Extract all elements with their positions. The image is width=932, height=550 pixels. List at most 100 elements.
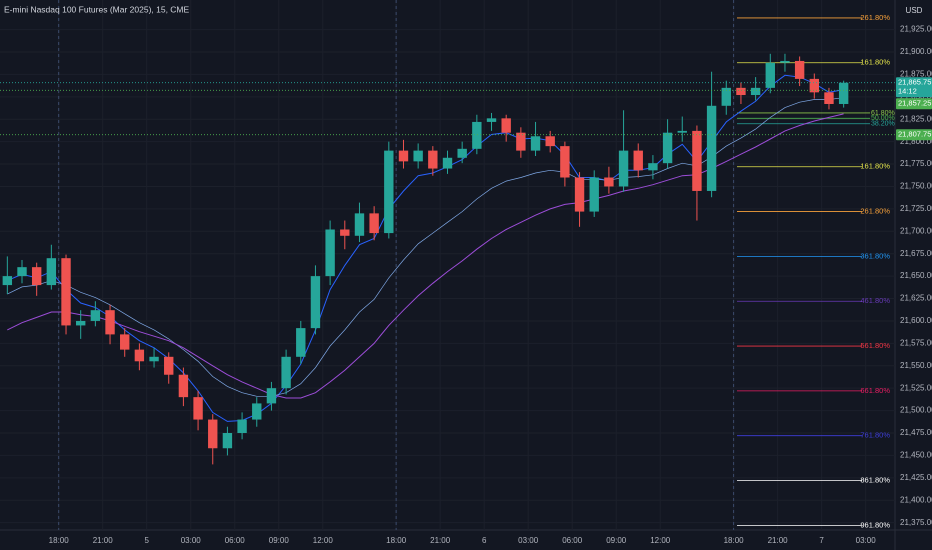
candle-body bbox=[589, 177, 599, 212]
candle-body bbox=[90, 310, 101, 321]
candle-body bbox=[31, 267, 42, 286]
x-tick-label: 21:00 bbox=[768, 536, 789, 545]
y-tick-label: 21,925.00 bbox=[900, 25, 932, 34]
candle-body bbox=[662, 132, 673, 164]
grid bbox=[58, 0, 735, 530]
fib-label: 161.80% bbox=[860, 162, 890, 171]
candle-body bbox=[354, 213, 365, 236]
x-tick-label: 03:00 bbox=[856, 536, 877, 545]
candle-body bbox=[120, 334, 130, 350]
moving-average bbox=[7, 97, 844, 397]
candle-body bbox=[838, 82, 849, 104]
candle-body bbox=[604, 177, 614, 187]
candle-body bbox=[501, 118, 511, 133]
fib-label: 561.80% bbox=[860, 341, 890, 350]
y-tick-label: 21,575.00 bbox=[900, 338, 932, 347]
moving-average bbox=[7, 113, 844, 399]
candle-body bbox=[61, 258, 71, 326]
y-tick-label: 21,750.00 bbox=[900, 182, 932, 191]
candle-body bbox=[2, 276, 13, 286]
candle-body bbox=[457, 148, 467, 158]
y-tick-label: 21,475.00 bbox=[900, 428, 932, 437]
y-tick-label: 21,425.00 bbox=[900, 473, 932, 482]
candle-body bbox=[281, 356, 291, 389]
fib-label: 261.80% bbox=[860, 207, 890, 216]
y-tick-label: 21,600.00 bbox=[900, 316, 932, 325]
candle-body bbox=[413, 150, 423, 162]
candle-body bbox=[193, 397, 203, 420]
y-tick-label: 21,725.00 bbox=[900, 204, 932, 213]
x-tick-label: 12:00 bbox=[313, 536, 334, 545]
x-tick-label: 18:00 bbox=[724, 536, 745, 545]
candle-body bbox=[633, 150, 643, 171]
candle-body bbox=[369, 213, 379, 234]
y-tick-label: 21,650.00 bbox=[900, 271, 932, 280]
candle-body bbox=[222, 433, 233, 449]
candle-body bbox=[618, 150, 629, 187]
candle-body bbox=[384, 150, 394, 234]
y-tick-label: 21,375.00 bbox=[900, 518, 932, 527]
price-tag bbox=[896, 129, 932, 141]
candle-body bbox=[428, 150, 438, 169]
candle-body bbox=[677, 130, 687, 133]
x-tick-label: 7 bbox=[819, 536, 824, 545]
candle-body bbox=[648, 163, 658, 171]
y-tick-label: 21,500.00 bbox=[900, 406, 932, 415]
fib-label: 961.80% bbox=[860, 520, 890, 529]
candle-body bbox=[296, 328, 306, 357]
candle-body bbox=[149, 356, 159, 362]
candle-body bbox=[721, 87, 731, 106]
y-tick-label: 21,675.00 bbox=[900, 249, 932, 258]
candle-body bbox=[574, 177, 585, 212]
candle-body bbox=[780, 60, 790, 63]
candle-body bbox=[530, 136, 541, 151]
fib-label: 161.80% bbox=[860, 58, 890, 67]
price-tag bbox=[896, 77, 932, 98]
fib-label: 38.20% bbox=[871, 121, 895, 128]
y-tick-label: 21,875.00 bbox=[900, 70, 932, 79]
y-tick-label: 21,450.00 bbox=[900, 451, 932, 460]
candle-body bbox=[765, 62, 775, 88]
y-tick-label: 21,400.00 bbox=[900, 495, 932, 504]
fib-label: 761.80% bbox=[860, 431, 890, 440]
candle-body bbox=[340, 229, 350, 236]
candle-body bbox=[237, 419, 247, 434]
fib-label: 861.80% bbox=[860, 476, 890, 485]
candle-body bbox=[736, 87, 746, 96]
candle-body bbox=[134, 349, 145, 362]
y-tick-label: 21,550.00 bbox=[900, 361, 932, 370]
candle-body bbox=[398, 150, 409, 162]
candle-body bbox=[472, 121, 482, 149]
x-tick-label: 18:00 bbox=[49, 536, 70, 545]
x-tick-label: 06:00 bbox=[562, 536, 583, 545]
candle-body bbox=[76, 320, 86, 326]
x-tick-label: 03:00 bbox=[181, 536, 202, 545]
candle-body bbox=[706, 105, 717, 191]
candle-body bbox=[266, 388, 277, 404]
y-tick-label: 21,525.00 bbox=[900, 383, 932, 392]
candle-body bbox=[208, 419, 218, 449]
price-tag-label: 21,857.25 bbox=[898, 99, 931, 108]
x-tick-label: 18:00 bbox=[386, 536, 407, 545]
x-tick-label: 6 bbox=[482, 536, 487, 545]
axes: 21,375.00 21,400.00 21,425.00 21,450.00 21,4… bbox=[49, 25, 932, 545]
fib-label: 361.80% bbox=[860, 251, 890, 260]
x-tick-label: 06:00 bbox=[225, 536, 246, 545]
price-tag bbox=[896, 98, 932, 110]
x-tick-label: 5 bbox=[144, 536, 149, 545]
candle-body bbox=[516, 132, 526, 151]
candle-body bbox=[692, 130, 702, 191]
x-tick-label: 21:00 bbox=[93, 536, 114, 545]
y-tick-label: 21,900.00 bbox=[900, 47, 932, 56]
candle-body bbox=[545, 136, 555, 147]
candle-body bbox=[17, 267, 27, 277]
chart-title: E-mini Nasdaq 100 Futures (Mar 2025), 15… bbox=[4, 4, 190, 14]
candle-body bbox=[252, 403, 262, 420]
candle-body bbox=[486, 118, 497, 122]
candle-body bbox=[310, 276, 321, 329]
candle-body bbox=[442, 157, 453, 169]
y-tick-label: 21,700.00 bbox=[900, 226, 932, 235]
candle-body bbox=[325, 229, 335, 277]
